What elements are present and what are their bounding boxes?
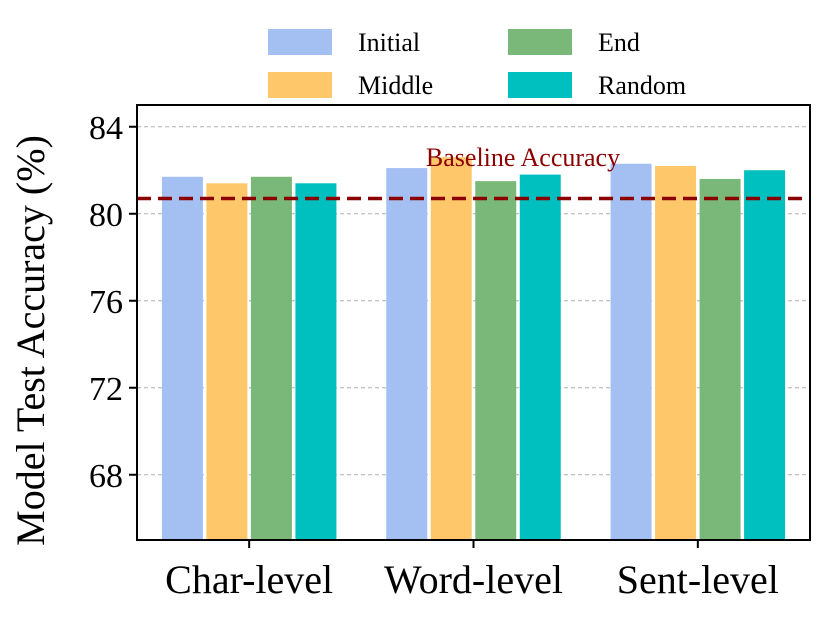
baseline: Baseline Accuracy — [137, 143, 810, 201]
bar-end-sent-level — [699, 178, 741, 540]
legend-swatch-random — [508, 72, 572, 98]
x-axis-labels: Char-level Word-level Sent-level — [165, 540, 779, 602]
legend: Initial Middle End Random — [268, 28, 686, 100]
bar-middle-word-level — [430, 157, 472, 540]
bar-random-sent-level — [744, 170, 786, 540]
y-tick-label: 72 — [89, 371, 123, 408]
bar-initial-sent-level — [610, 163, 652, 540]
legend-swatch-end — [508, 29, 572, 55]
x-tick-label: Sent-level — [617, 557, 779, 602]
y-axis-label: Model Test Accuracy (%) — [8, 135, 53, 546]
legend-label-end: End — [598, 28, 640, 57]
grid-lines — [137, 126, 810, 476]
bar-initial-word-level — [386, 168, 428, 540]
y-tick-label: 68 — [89, 458, 123, 495]
bar-random-char-level — [295, 183, 337, 541]
bars — [161, 157, 786, 541]
bar-initial-char-level — [161, 176, 203, 540]
bar-end-char-level — [250, 176, 292, 540]
legend-label-middle: Middle — [358, 71, 433, 100]
x-tick-label: Char-level — [165, 557, 333, 602]
legend-label-initial: Initial — [358, 28, 420, 57]
y-tick-label: 76 — [89, 284, 123, 321]
y-tick-label: 84 — [89, 110, 123, 147]
bar-end-word-level — [475, 181, 517, 540]
legend-swatch-middle — [268, 72, 332, 98]
bar-random-word-level — [519, 174, 561, 540]
legend-label-random: Random — [598, 71, 686, 100]
bar-middle-char-level — [206, 183, 248, 541]
y-axis-ticks: 68 72 76 80 84 — [89, 110, 137, 495]
legend-swatch-initial — [268, 29, 332, 55]
baseline-label: Baseline Accuracy — [426, 143, 620, 172]
y-tick-label: 80 — [89, 197, 123, 234]
bar-middle-sent-level — [655, 165, 697, 540]
x-tick-label: Word-level — [384, 557, 563, 602]
